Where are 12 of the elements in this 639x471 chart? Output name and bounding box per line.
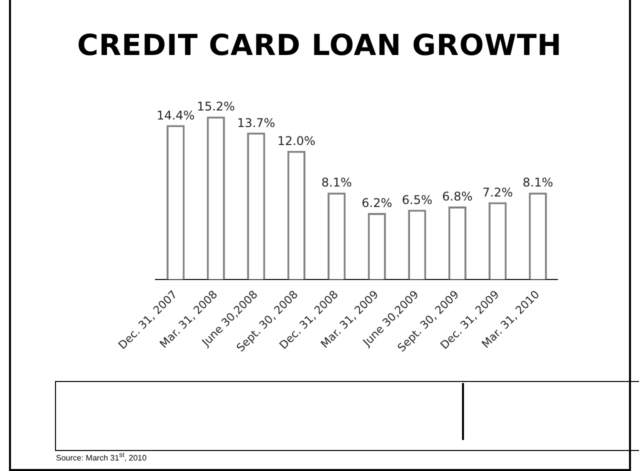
data-label: 12.0% [277, 134, 316, 148]
data-label: 6.5% [402, 192, 432, 207]
data-label: 7.2% [482, 185, 513, 200]
source-note: Source: March 31$^{st}$, 2010 [56, 452, 147, 463]
data-label: 8.1% [321, 176, 352, 190]
data-label: 6.2% [362, 196, 392, 210]
data-label: 6.8% [442, 190, 473, 204]
data-label: 15.2% [196, 100, 235, 114]
data-label: 8.1% [522, 176, 554, 190]
data-label: 13.7% [237, 116, 276, 130]
chart-title: CREDIT CARD LOAN GROWTH [76, 28, 563, 62]
data-label: 14.4% [156, 108, 195, 122]
